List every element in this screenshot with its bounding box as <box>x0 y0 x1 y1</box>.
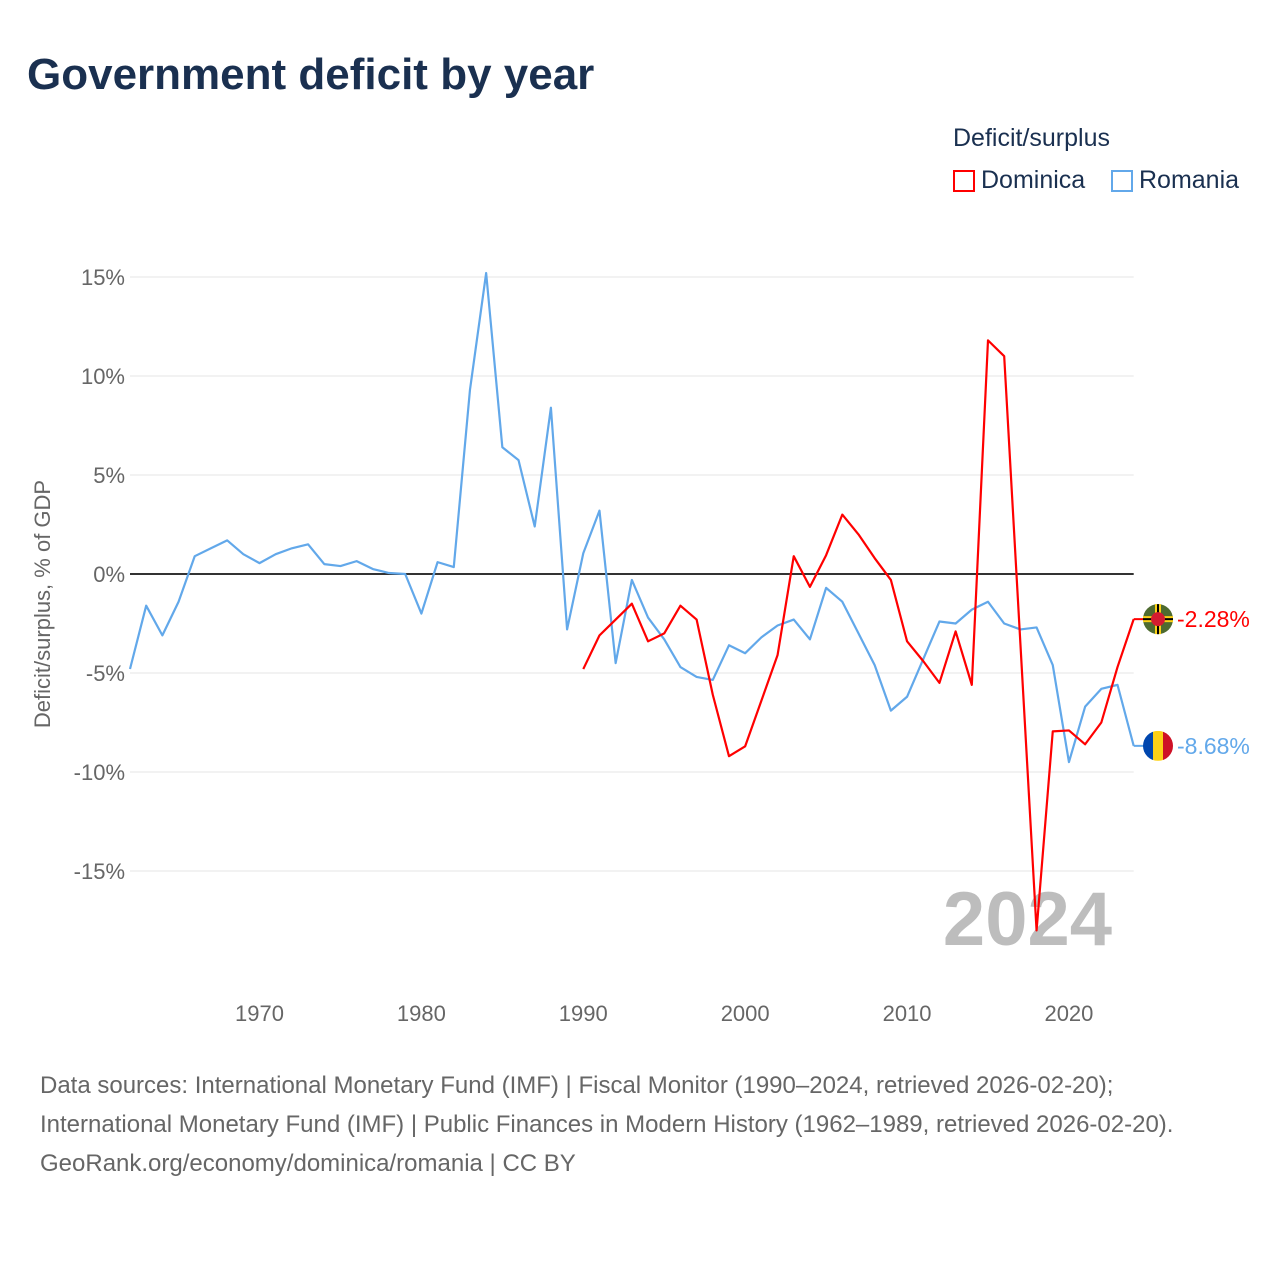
y-tick-label: 10% <box>81 364 125 389</box>
y-tick-label: 0% <box>93 562 125 587</box>
x-tick-label: 2010 <box>883 1001 932 1026</box>
credit-link[interactable]: GeoRank.org/economy/dominica/romania | C… <box>40 1150 576 1177</box>
legend-item-dominica[interactable]: Dominica <box>953 166 1085 195</box>
legend-title: Deficit/surplus <box>953 124 1110 152</box>
x-tick-label: 1990 <box>559 1001 608 1026</box>
data-sources: Data sources: International Monetary Fun… <box>40 1072 1174 1138</box>
end-value-label: -2.28% <box>1177 606 1250 632</box>
y-tick-label: -15% <box>74 859 125 884</box>
page-title: Government deficit by year <box>27 50 595 99</box>
end-value-label: -8.68% <box>1177 733 1250 759</box>
legend-label: Romania <box>1139 166 1240 194</box>
dominica-swatch-icon <box>953 169 975 192</box>
x-tick-label: 1980 <box>397 1001 446 1026</box>
footer: Data sources: International Monetary Fun… <box>40 1066 1240 1183</box>
y-tick-label: 15% <box>81 265 125 290</box>
y-axis-label: Deficit/surplus, % of GDP <box>30 480 55 728</box>
series-line-romania <box>128 271 1135 764</box>
y-tick-label: -5% <box>86 661 125 686</box>
y-tick-label: 5% <box>93 463 125 488</box>
romania-swatch-icon <box>1111 169 1133 192</box>
dominica-flag-icon <box>1143 604 1173 635</box>
series-line-dominica <box>582 339 1135 932</box>
legend-item-romania[interactable]: Romania <box>1111 166 1239 195</box>
year-watermark: 2024 <box>943 877 1112 962</box>
line-chart: 15% 10% 5% 0% -5% -10% -15% 2024 1970 1980 1990 200… <box>30 265 1250 1026</box>
x-tick-label: 2020 <box>1044 1001 1093 1026</box>
romania-flag-icon <box>1143 730 1173 761</box>
legend-label: Dominica <box>981 166 1086 194</box>
y-tick-label: -10% <box>74 760 125 785</box>
x-tick-label: 2000 <box>721 1001 770 1026</box>
x-tick-label: 1970 <box>235 1001 284 1026</box>
